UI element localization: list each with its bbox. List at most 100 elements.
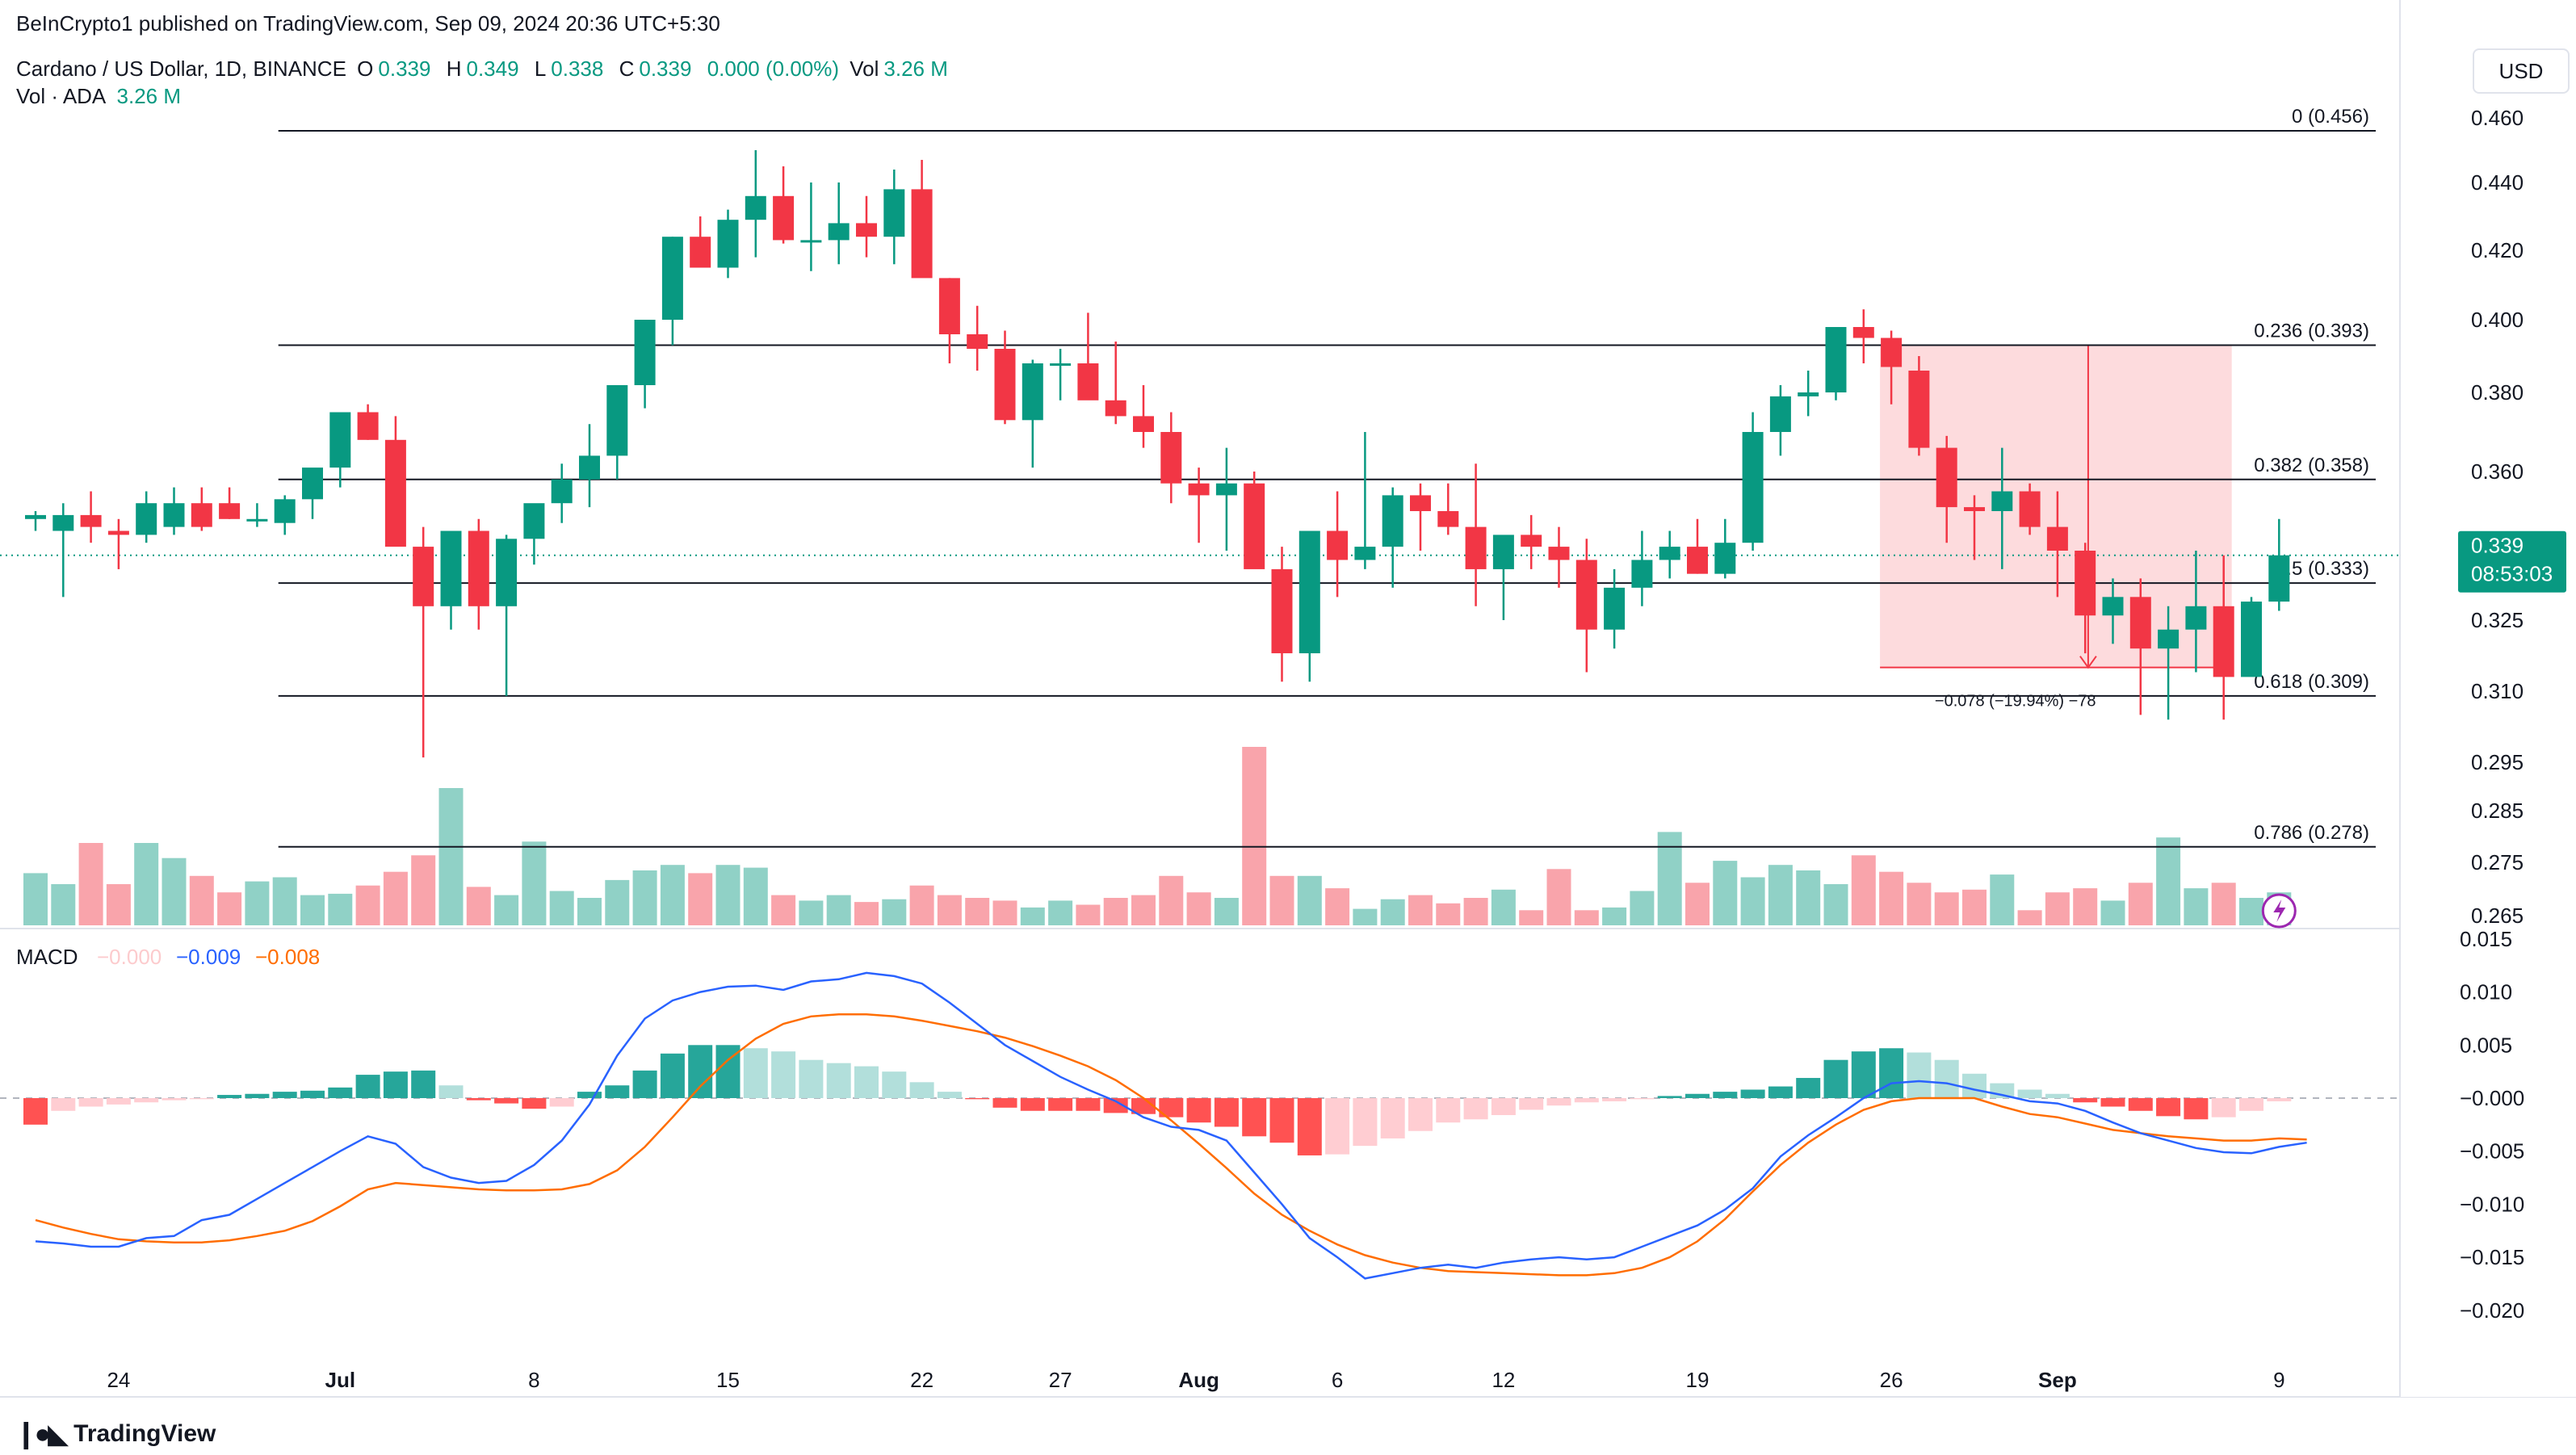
candle-body [551,479,573,504]
macd-histogram-bar [1907,1052,1932,1098]
macd-histogram-bar [1657,1096,1682,1098]
price-tick-label: 0.295 [2471,750,2524,774]
candle-body [2046,526,2068,551]
macd-histogram-bar [23,1098,48,1125]
macd-histogram-bar [1297,1098,1322,1155]
price-tick-label: 0.400 [2471,308,2524,332]
macd-histogram-bar [51,1098,76,1111]
volume-bar [1408,895,1433,925]
fibonacci-levels: 0 (0.456) 0.236 (0.393) 0.382 (0.358) 0.5 (… [0,106,2400,848]
time-tick-label: 26 [1880,1368,1903,1392]
candle-body [2019,491,2041,527]
last-price-value: 0.339 [2471,534,2524,558]
volume-bar [1546,869,1571,925]
volume-bar [1851,855,1876,925]
macd-histogram-bar [1851,1051,1876,1098]
macd-histogram-bar [134,1098,159,1103]
candle-body [1105,400,1126,417]
fib-label: 0.5 (0.333) [2276,558,2369,580]
time-tick-label: 12 [1491,1368,1515,1392]
candle-body [1050,363,1072,366]
volume-bar [1740,877,1765,925]
candle-body [717,220,739,268]
macd-histogram-bar [189,1098,214,1100]
price-tick-label: 0.360 [2471,459,2524,484]
candle-body [25,514,46,519]
macd-histogram-bar [522,1098,547,1109]
last-price-tag: 0.339 08:53:03 [2458,530,2566,593]
candle-body [994,349,1016,421]
volume-bar [411,855,436,925]
macd-histogram-bar [660,1053,685,1098]
macd-tick-label: 0.005 [2460,1033,2512,1057]
price-tick-label: 0.275 [2471,850,2524,874]
candlesticks[interactable] [25,150,2290,758]
candle-body [496,539,518,606]
time-tick-label: Sep [2038,1368,2077,1392]
fib-label: 0.382 (0.358) [2254,455,2369,476]
macd-tick-label: 0.015 [2460,927,2512,951]
macd-histogram-bar [1685,1093,1710,1098]
candle-body [1687,547,1708,574]
volume-bar [1713,861,1738,925]
macd-legend-item: −0.000 [97,945,162,969]
volume-bar [577,898,602,925]
price-tick-label: 0.440 [2471,170,2524,195]
candle-body [136,503,157,535]
volume-legend: Vol · ADA 3.26 M [16,84,186,109]
volume-bar [965,898,990,925]
macd-histogram-bar [300,1090,325,1098]
volume-bar [1879,871,1904,925]
candle-body [191,503,212,527]
macd-histogram-bar [1380,1098,1405,1138]
time-tick-label: Jul [325,1368,356,1392]
price-tick-label: 0.325 [2471,608,2524,632]
fib-label: 0.618 (0.309) [2254,671,2369,693]
macd-histogram-bar [2100,1098,2125,1107]
macd-tick-label: −0.015 [2460,1245,2524,1269]
candle-body [440,530,462,606]
volume-bar [1630,891,1655,925]
volume-bar [2017,910,2042,925]
candle-body [413,547,434,606]
candle-body [745,195,766,220]
candle-body [1077,363,1099,400]
tradingview-logo[interactable]: ❙●◣ TradingView [15,1418,216,1450]
candle-body [911,189,933,279]
candle-body [1022,363,1043,421]
volume-bar [2156,837,2181,925]
symbol-name[interactable]: Cardano / US Dollar, 1D, BINANCE [16,57,346,81]
macd-histogram-bar [2045,1093,2070,1098]
macd-histogram-bar [743,1048,768,1098]
volume-bar [2128,883,2153,925]
last-price-tag-bg [2458,530,2566,593]
macd-histogram-bar [1186,1098,1211,1123]
volume-bar [106,884,131,925]
candle-body [2241,602,2262,677]
candle-body [1852,327,1874,338]
volume-bar [162,857,187,925]
measure-arrow-head [2079,656,2097,669]
volume-bar [1380,899,1405,925]
macd-histogram-bar [162,1098,187,1101]
volume-bar [1076,904,1101,925]
macd-histogram-bar [1934,1059,1959,1098]
volume-bar [272,877,297,925]
candle-body [2158,629,2180,649]
volume-bar [771,895,796,925]
macd-histogram-bar [2017,1089,2042,1098]
candle-body [661,237,683,320]
volume-bar [937,895,962,925]
volume-bar [826,895,851,925]
volume-bar [1214,898,1239,925]
candle-body [2129,597,2151,649]
candle-body [2185,606,2207,630]
currency-button[interactable]: USD [2473,48,2570,94]
volume-bar [51,884,76,925]
volume-bar [1519,910,1544,925]
volume-bar [1269,875,1294,925]
volume-bar [1990,874,2015,925]
volume-bar [1103,898,1128,925]
macd-histogram-bar [549,1098,574,1107]
